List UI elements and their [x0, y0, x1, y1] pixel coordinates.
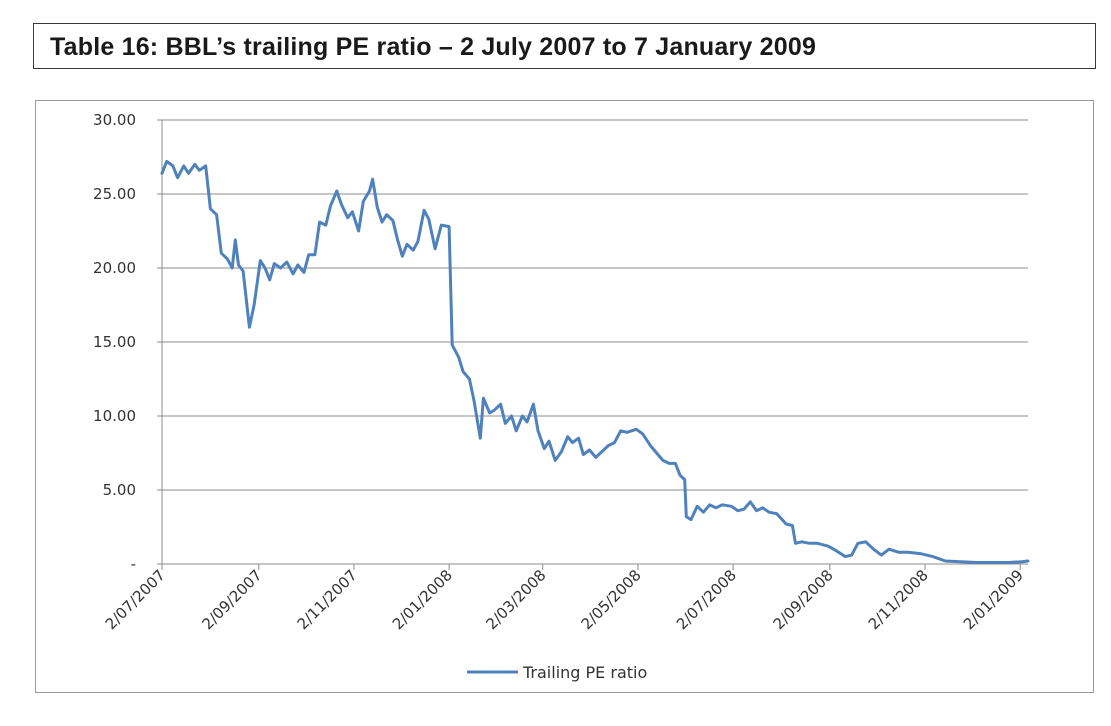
- x-tick-label: 2/07/2008: [673, 566, 740, 633]
- x-tick-labels: 2/07/2007 2/09/2007 2/11/2007 2/01/2008 2/03…: [102, 566, 1027, 633]
- x-tick-label: 2/05/2008: [578, 566, 645, 633]
- y-tick-labels: - 5.00 10.00 15.00 20.00 25.00 30.00: [93, 111, 136, 573]
- series-line-trailing-pe: [160, 159, 1030, 564]
- page-title: Table 16: BBL’s trailing PE ratio – 2 Ju…: [50, 33, 817, 61]
- y-tick-label: 30.00: [93, 111, 136, 129]
- y-tick-label: 15.00: [93, 333, 136, 351]
- x-tick-label: 2/09/2008: [770, 566, 837, 633]
- x-tick-label: 2/01/2009: [960, 566, 1027, 633]
- y-tick-label: -: [131, 555, 136, 573]
- title-box: Table 16: BBL’s trailing PE ratio – 2 Ju…: [33, 23, 1096, 69]
- x-tick-label: 2/03/2008: [482, 566, 549, 633]
- axes: [157, 119, 1028, 570]
- x-tick-label: 2/01/2008: [389, 566, 456, 633]
- y-tick-label: 25.00: [93, 185, 136, 203]
- series-layer: [160, 159, 1030, 564]
- x-tick-label: 2/07/2007: [102, 566, 169, 633]
- y-tick-label: 5.00: [103, 481, 136, 499]
- x-tick-label: 2/09/2007: [198, 566, 265, 633]
- y-tick-label: 10.00: [93, 407, 136, 425]
- chart-frame: [35, 100, 1094, 693]
- x-tick-label: 2/11/2007: [294, 566, 361, 633]
- legend: Trailing PE ratio: [467, 663, 647, 682]
- grid-lines: [162, 119, 1028, 491]
- y-tick-label: 20.00: [93, 259, 136, 277]
- legend-label: Trailing PE ratio: [522, 663, 647, 682]
- x-tick-label: 2/11/2008: [865, 566, 932, 633]
